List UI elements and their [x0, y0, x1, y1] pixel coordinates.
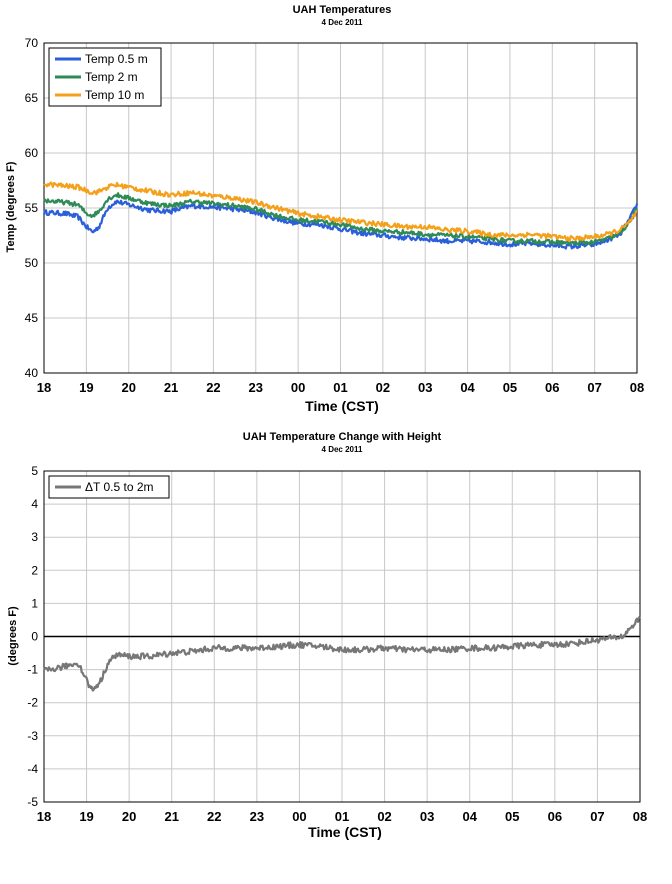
y-tick-label: -3	[27, 729, 38, 743]
y-tick-label: 60	[25, 146, 39, 160]
x-tick-label: 02	[376, 380, 390, 395]
x-tick-label: 23	[249, 380, 263, 395]
x-tick-label: 01	[333, 380, 347, 395]
x-tick-label: 21	[164, 380, 178, 395]
x-tick-label: 19	[79, 380, 93, 395]
chart1-title: UAH Temperatures	[293, 4, 392, 16]
x-tick-label: 07	[587, 380, 601, 395]
x-tick-label: 05	[503, 380, 517, 395]
series-line	[43, 192, 638, 247]
x-tick-label: 05	[505, 809, 519, 824]
x-tick-label: 22	[207, 809, 221, 824]
x-tick-label: 04	[460, 380, 475, 395]
chart1-subtitle: 4 Dec 2011	[322, 18, 363, 27]
x-tick-label: 08	[633, 809, 647, 824]
legend-box	[48, 475, 170, 499]
series-line	[42, 199, 639, 250]
x-tick-label: 03	[420, 809, 434, 824]
y-tick-label: -5	[27, 795, 38, 809]
chart2-subtitle: 4 Dec 2011	[322, 445, 363, 454]
series-line	[43, 615, 641, 692]
y-tick-label: -1	[27, 663, 38, 677]
y-tick-label: 0	[31, 630, 38, 644]
x-tick-label: 23	[250, 809, 264, 824]
y-tick-label: 65	[25, 91, 39, 105]
x-tick-label: 02	[377, 809, 391, 824]
legend-label: Temp 10 m	[85, 88, 144, 102]
x-tick-label: 07	[590, 809, 604, 824]
x-tick-label: 00	[291, 380, 305, 395]
x-tick-label: 22	[206, 380, 220, 395]
y-tick-label: 4	[31, 497, 38, 511]
y-tick-label: -2	[27, 696, 38, 710]
x-tick-label: 20	[121, 380, 135, 395]
chart1-x-axis-label: Time (CST)	[305, 398, 379, 414]
y-tick-label: 40	[25, 366, 39, 380]
x-tick-label: 21	[164, 809, 178, 824]
x-tick-label: 03	[418, 380, 432, 395]
series-line	[43, 181, 638, 242]
chart2-title: UAH Temperature Change with Height	[243, 431, 442, 443]
x-tick-label: 19	[79, 809, 93, 824]
x-tick-label: 06	[548, 809, 562, 824]
x-tick-label: 01	[335, 809, 349, 824]
y-tick-label: 1	[31, 596, 38, 610]
chart2-y-axis-label: (degrees F)	[7, 606, 19, 666]
x-tick-label: 18	[37, 380, 51, 395]
legend-label: ΔT 0.5 to 2m	[85, 480, 154, 494]
y-tick-label: 2	[31, 563, 38, 577]
y-tick-label: -4	[27, 762, 38, 776]
y-tick-label: 50	[25, 256, 39, 270]
x-tick-label: 00	[292, 809, 306, 824]
y-tick-label: 70	[25, 36, 39, 50]
chart1-plot: 40 45 50 55 60 65 70 18 19 20 21 22 23 00 01 02 03 04 05 06…	[25, 36, 645, 395]
legend-label: Temp 0.5 m	[85, 52, 148, 66]
y-tick-label: 3	[31, 530, 38, 544]
x-tick-label: 06	[545, 380, 559, 395]
x-tick-label: 18	[37, 809, 51, 824]
x-tick-label: 08	[630, 380, 644, 395]
chart2-x-axis-label: Time (CST)	[308, 824, 382, 840]
chart1-y-axis-label: Temp (degrees F)	[5, 161, 17, 252]
y-tick-label: 45	[25, 311, 39, 325]
x-tick-label: 20	[122, 809, 136, 824]
y-tick-label: 5	[31, 464, 38, 478]
legend-label: Temp 2 m	[85, 70, 138, 84]
x-tick-label: 04	[462, 809, 477, 824]
y-tick-label: 55	[25, 201, 39, 215]
